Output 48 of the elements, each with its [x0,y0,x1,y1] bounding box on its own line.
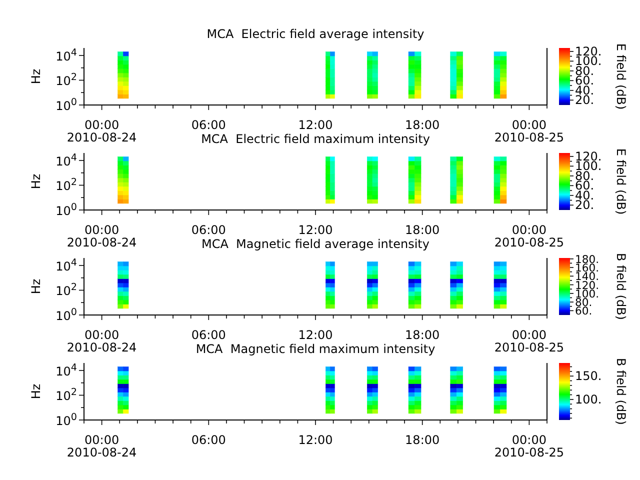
x-tick-label: 06:00 [191,328,226,342]
x-tick-label: 18:00 [405,223,440,237]
color-bar-label: 20. [575,198,594,212]
x-tick-label: 18:00 [405,433,440,447]
y-tick-label: 10$^{0}$ [56,96,77,113]
y-tick-label: 10$^{0}$ [56,306,77,323]
color-bar-title: E field (dB) [614,148,628,215]
x-tick-label: 06:00 [191,223,226,237]
y-tick-label: 10$^{2}$ [56,386,77,404]
x-tick-label: 06:00 [191,118,226,132]
y-tick-label: 10$^{4}$ [56,362,77,378]
y-tick-label: 10$^{2}$ [56,176,77,194]
x-tick-label: 18:00 [405,118,440,132]
y-tick-label: 10$^{0}$ [56,202,77,218]
chart-title: MCA Electric field average intensity [206,27,426,41]
x-tick-label: 12:00 [298,223,333,237]
chart-title: MCA Magnetic field maximum intensity [196,342,436,356]
color-bar-title: B field (dB) [614,253,628,320]
x-tick-label: 00:00 2010-08-24 [66,223,137,250]
x-tick-label: 00:00 2010-08-24 [66,433,137,460]
x-tick-label: 18:00 [405,328,440,342]
color-bar-label: 20. [575,93,594,108]
y-axis-title: Hz [29,278,43,294]
color-bar-label: 150. [575,369,602,384]
y-tick-label: 10$^{4}$ [56,256,77,274]
y-axis-title: Hz [29,68,43,84]
x-tick-label: 12:00 [298,433,333,447]
chart-title: MCA Magnetic field average intensity [201,237,430,251]
x-tick-label: 00:00 2010-08-24 [66,118,137,144]
y-axis-title: Hz [29,174,43,190]
color-bar-label: 100. [575,392,602,406]
x-tick-label: 00:00 2010-08-25 [494,328,564,354]
x-tick-label: 00:00 2010-08-25 [494,433,564,460]
y-tick-label: 10$^{4}$ [56,46,77,64]
x-tick-label: 12:00 [298,328,333,342]
y-tick-label: 10$^{0}$ [56,412,77,428]
y-tick-label: 10$^{4}$ [56,152,77,168]
chart-title: MCA Electric field maximum intensity [201,132,430,146]
x-tick-label: 00:00 2010-08-24 [66,328,137,354]
y-tick-label: 10$^{2}$ [56,72,77,88]
x-tick-label: 12:00 [298,118,333,132]
x-tick-label: 00:00 2010-08-25 [494,223,564,250]
x-tick-label: 06:00 [191,433,226,447]
color-bar-title: E field (dB) [614,43,628,110]
y-tick-label: 10$^{2}$ [56,282,77,298]
y-axis-title: Hz [29,384,43,400]
x-tick-label: 00:00 2010-08-25 [494,118,564,144]
color-bar-title: B field (dB) [614,358,628,425]
